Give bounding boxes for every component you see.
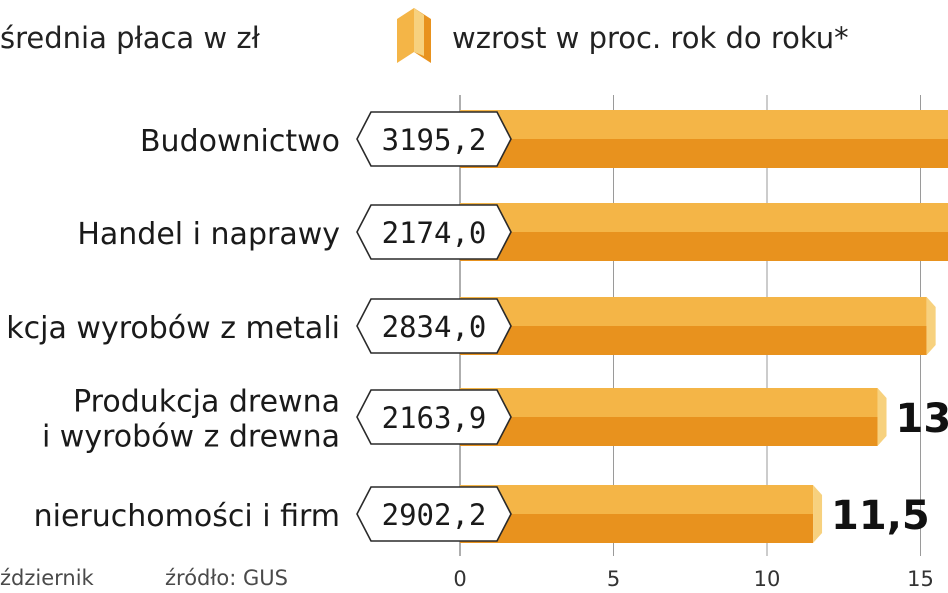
growth-label: 13, (896, 396, 948, 442)
bar-top (460, 203, 948, 232)
category-label: i wyrobów z drewna (42, 420, 340, 455)
footer: ździernik źródło: GUS (0, 566, 288, 590)
legend-growth-label: wzrost w proc. rok do roku* (452, 21, 849, 55)
growth-label: 11,5 (831, 493, 930, 539)
bar-top (460, 485, 814, 514)
bar-end-cap (926, 297, 936, 355)
bar-top (460, 110, 948, 139)
bar-end-cap (813, 485, 823, 543)
category-label: kcja wyrobów z metali (6, 311, 340, 346)
bar-bottom (460, 514, 814, 543)
bar-bottom (460, 326, 927, 355)
salary-value: 2834,0 (382, 310, 487, 344)
salary-box (356, 111, 512, 167)
x-tick-label: 0 (453, 567, 466, 591)
salary-value: 2163,9 (382, 401, 487, 435)
salary-box (356, 389, 512, 445)
bar-bottom (460, 232, 948, 261)
category-label: Handel i naprawy (77, 217, 340, 252)
growth-label: 1 (945, 305, 948, 351)
bar-bottom (460, 139, 948, 168)
x-axis-ticks: 0 5 10 15 (453, 567, 934, 591)
legend-salary-label: średnia płaca w zł (0, 21, 261, 55)
salary-box (356, 298, 512, 354)
salary-value: 3195,2 (382, 123, 487, 157)
bars-layer (460, 110, 948, 543)
labels-layer: 3195,2 Budownictwo 2174,0 Handel i naprawy 1… (6, 111, 948, 542)
bar-bottom (460, 417, 878, 446)
legend-growth-swatch (397, 8, 431, 63)
salary-value: 2902,2 (382, 498, 487, 532)
x-tick-label: 10 (754, 567, 781, 591)
bar-top (460, 297, 927, 326)
bar-top (460, 388, 878, 417)
x-tick-label: 5 (607, 567, 620, 591)
footer-note: ździernik (0, 566, 95, 590)
category-label: nieruchomości i firm (34, 499, 340, 534)
footer-source: źródło: GUS (165, 566, 288, 590)
salary-value: 2174,0 (382, 216, 487, 250)
category-label: Produkcja drewna (73, 385, 340, 420)
salary-box (356, 204, 512, 260)
bar-end-cap (877, 388, 887, 446)
category-label: Budownictwo (140, 124, 340, 159)
legend: średnia płaca w zł wzrost w proc. rok do… (0, 8, 849, 63)
x-tick-label: 15 (907, 567, 934, 591)
salary-box (356, 486, 512, 542)
